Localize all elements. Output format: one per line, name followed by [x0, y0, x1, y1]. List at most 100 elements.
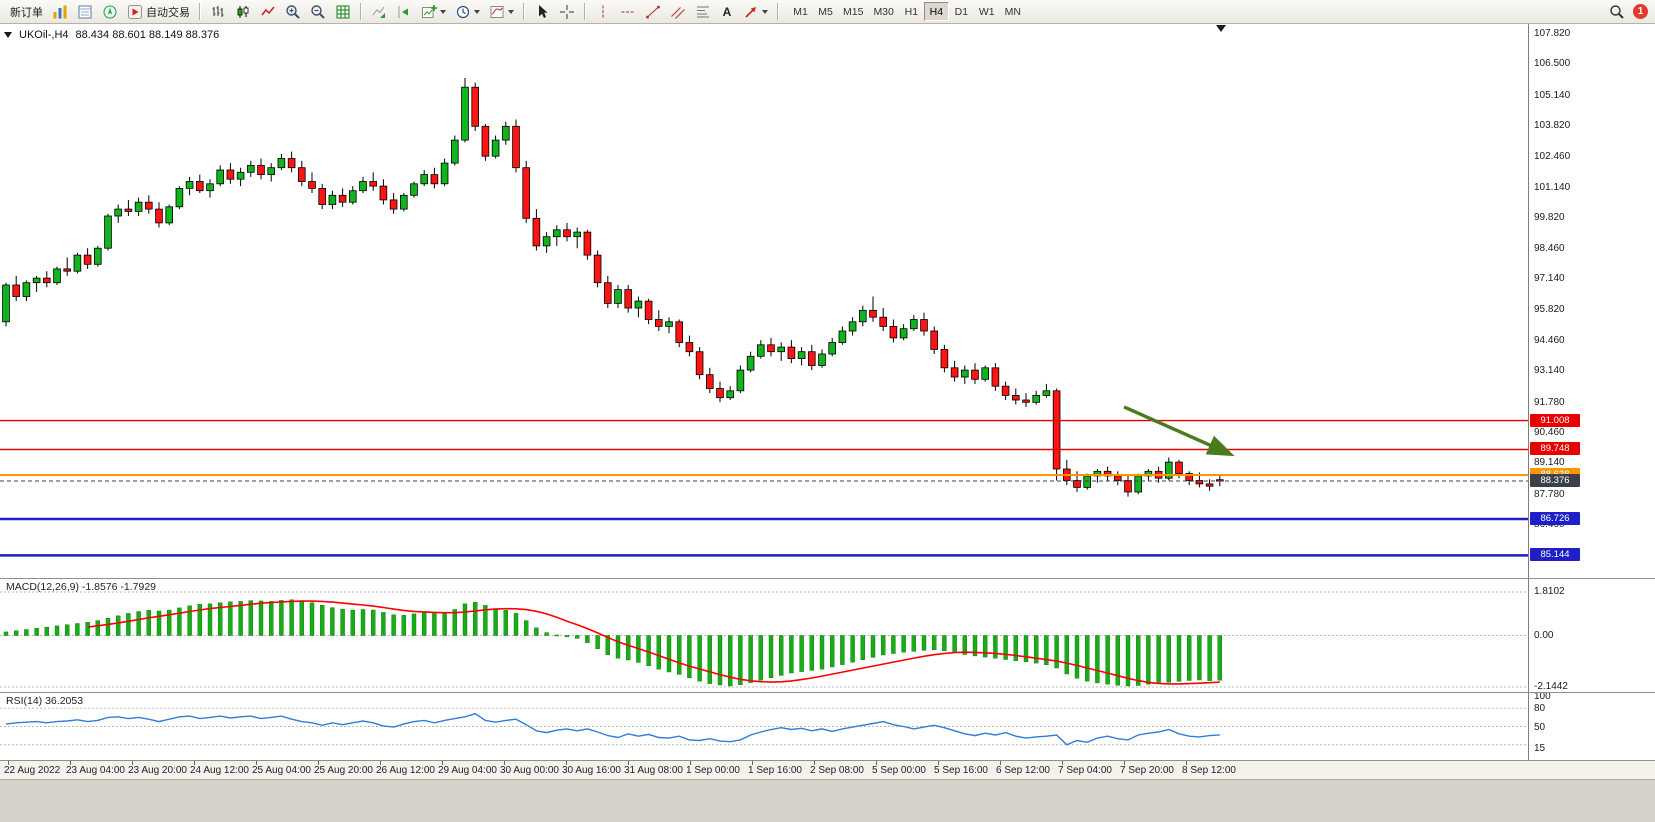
auto-trading-button[interactable]: 自动交易 — [123, 2, 194, 22]
macd-signal-line — [87, 600, 1220, 685]
candle-bear — [63, 268, 71, 272]
candle-bear — [644, 300, 653, 320]
candle-bear — [889, 325, 898, 339]
toolbar-separator — [584, 3, 586, 20]
timeframe-button-h1[interactable]: H1 — [899, 2, 924, 21]
cursor-tool-button[interactable] — [530, 2, 554, 22]
macd-histogram-bar — [411, 613, 417, 636]
candlestick-chart[interactable] — [0, 24, 1528, 578]
zoom-out-icon — [311, 4, 325, 19]
navigator-button[interactable] — [98, 2, 122, 22]
timeframe-button-d1[interactable]: D1 — [949, 2, 974, 21]
timeframe-button-h4[interactable]: H4 — [923, 2, 949, 21]
zoom-out-button[interactable] — [306, 2, 330, 22]
candle-bear — [1001, 385, 1010, 396]
time-axis-label: 24 Aug 12:00 — [190, 765, 249, 776]
price-line-tag: 86.726 — [1530, 511, 1580, 525]
text-tool-button[interactable]: A — [716, 2, 738, 22]
chevron-down-icon — [474, 10, 480, 17]
macd-histogram-bar — [401, 615, 406, 636]
macd-histogram-bar — [850, 635, 855, 663]
macd-chart[interactable] — [0, 579, 1528, 692]
timeframe-button-m1[interactable]: M1 — [788, 2, 813, 21]
macd-label: MACD(12,26,9) -1.8576 -1.7929 — [6, 581, 156, 593]
candle-bull — [2, 284, 10, 323]
candle-bear — [144, 201, 153, 210]
macd-histogram-bar — [962, 635, 967, 655]
zoom-in-button[interactable] — [281, 2, 305, 22]
candle-bear — [369, 181, 377, 187]
rsi-axis-label: 50 — [1534, 721, 1546, 733]
candle-bull — [746, 355, 755, 371]
macd-histogram-bar — [75, 623, 80, 636]
macd-histogram-bar — [258, 600, 264, 636]
candle-bull — [838, 330, 847, 343]
line-chart-button[interactable] — [256, 2, 280, 22]
macd-histogram-bar — [1176, 635, 1182, 682]
macd-histogram-bar — [1156, 635, 1161, 684]
data-window-button[interactable] — [73, 2, 97, 22]
arrows-tool-button[interactable] — [739, 2, 772, 22]
candle-bear — [471, 86, 479, 127]
panel-separator[interactable] — [0, 578, 1655, 579]
chart-shift-button[interactable] — [392, 2, 416, 22]
macd-histogram-bar — [177, 607, 182, 636]
price-axis[interactable]: 107.820 106.500 105.140 103.820 102.460 101.1… — [1528, 24, 1655, 760]
candle-bear — [512, 125, 520, 169]
timeframe-button-m30[interactable]: M30 — [868, 2, 898, 21]
templates-button[interactable] — [485, 2, 518, 22]
candle-bear — [1205, 483, 1214, 487]
candlestick-chart-button[interactable] — [231, 2, 255, 22]
rsi-axis-label: 80 — [1534, 703, 1546, 715]
tile-windows-button[interactable] — [331, 2, 355, 22]
candle-bull — [491, 139, 500, 157]
new-chart-button[interactable] — [417, 2, 450, 22]
candle-bear — [83, 254, 92, 265]
auto-scroll-icon — [372, 6, 385, 18]
candle-bear — [379, 185, 388, 201]
macd-histogram-bar — [187, 605, 192, 636]
macd-histogram-bar — [1125, 635, 1131, 687]
time-axis-label: 5 Sep 16:00 — [934, 765, 988, 776]
notification-badge[interactable]: 1 — [1633, 4, 1648, 19]
price-line-tag: 91.008 — [1530, 413, 1580, 427]
time-axis[interactable]: 22 Aug 2022 23 Aug 04:00 23 Aug 20:00 24 Au… — [0, 760, 1655, 779]
time-axis-tick — [318, 761, 319, 765]
timeframe-button-w1[interactable]: W1 — [974, 2, 1000, 21]
candle-bear — [716, 388, 724, 399]
fibonacci-tool-button[interactable] — [691, 2, 715, 22]
scroll-anchor-icon[interactable] — [1216, 25, 1226, 37]
market-watch-button[interactable] — [48, 2, 72, 22]
bar-chart-button[interactable] — [206, 2, 230, 22]
trend-arrow-annotation[interactable] — [1123, 405, 1235, 457]
timeframe-button-m15[interactable]: M15 — [838, 2, 868, 21]
new-order-button[interactable]: 新订单 — [3, 2, 47, 22]
candle-bear — [869, 309, 877, 318]
macd-histogram-bar — [1207, 635, 1212, 681]
timeframe-button-mn[interactable]: MN — [1000, 2, 1026, 21]
price-axis-tick: 93.140 — [1534, 365, 1565, 377]
horizontal-line-tool-button[interactable] — [616, 2, 640, 22]
trendline-tool-button[interactable] — [641, 2, 665, 22]
timeframe-button-m5[interactable]: M5 — [813, 2, 838, 21]
auto-scroll-button[interactable] — [367, 2, 391, 22]
time-axis-tick — [132, 761, 133, 765]
search-button[interactable] — [1605, 2, 1629, 22]
periods-button[interactable] — [451, 2, 484, 22]
time-axis-tick — [1186, 761, 1187, 765]
channel-tool-button[interactable] — [666, 2, 690, 22]
crosshair-tool-button[interactable] — [555, 2, 579, 22]
rsi-chart[interactable] — [0, 693, 1528, 760]
candle-bear — [12, 284, 21, 297]
candle-bull — [797, 351, 806, 360]
macd-histogram-bar — [330, 607, 335, 636]
candle-bear — [808, 351, 816, 366]
candle-bear — [950, 367, 959, 378]
candle-bear — [675, 321, 683, 343]
chart-menu-icon[interactable] — [4, 32, 12, 42]
panel-separator[interactable] — [0, 692, 1655, 693]
vertical-line-tool-button[interactable] — [591, 2, 615, 22]
time-axis-tick — [876, 761, 877, 765]
price-axis-tick: 99.820 — [1534, 211, 1565, 223]
